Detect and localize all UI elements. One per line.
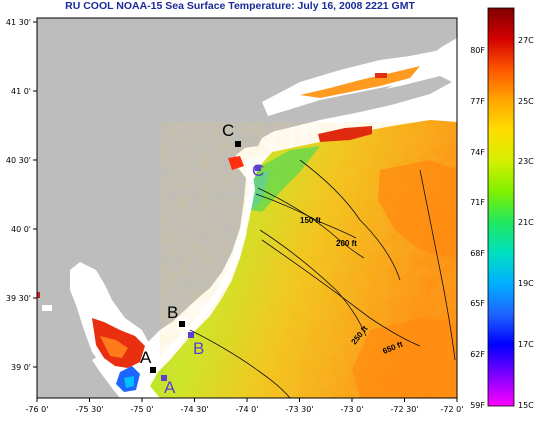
station-a-blue-label: A: [164, 378, 176, 397]
colorbar-f-label: 68F: [470, 249, 485, 258]
lon-label: -74 30': [181, 405, 209, 414]
lon-label: -73 30': [286, 405, 314, 414]
station-a-black-marker: [150, 367, 156, 373]
colorbar-c-label: 21C: [518, 218, 534, 227]
isobath-lines: [189, 159, 456, 398]
lat-label: 41 30': [6, 18, 31, 27]
colorbar-c-label: 17C: [518, 340, 534, 349]
lat-ticks: [33, 21, 37, 368]
lon-label: -72 30': [391, 405, 419, 414]
colorbar-f-label: 59F: [470, 401, 485, 410]
station-b-blue-marker: [188, 332, 194, 338]
colorbar-c-label: 27C: [518, 36, 534, 45]
map-title: RU COOL NOAA-15 Sea Surface Temperature:…: [65, 0, 415, 12]
lon-label: -75 30': [76, 405, 104, 414]
sound-sst: [300, 66, 420, 98]
station-b-black-marker: [179, 321, 185, 327]
colorbar-f-label: 80F: [470, 46, 485, 55]
station-c-black-marker: [235, 141, 241, 147]
station-c-blue-label: C: [252, 161, 264, 180]
station-a-blue-marker: [161, 375, 167, 381]
colorbar-c-label: 15C: [518, 401, 534, 410]
colorbar-f-label: 74F: [470, 148, 485, 157]
station-a-black-label: A: [140, 348, 152, 367]
colorbar-f-label: 77F: [470, 97, 485, 106]
lon-ticks: [36, 398, 458, 402]
lon-label: -74 0': [236, 405, 259, 414]
long-island: [260, 76, 452, 134]
lat-label: 39 30': [6, 294, 31, 303]
isobath-label-200: 200 ft: [336, 239, 357, 248]
station-c-black-label: C: [222, 121, 234, 140]
colorbar-f-label: 65F: [470, 299, 485, 308]
colorbar-c-label: 25C: [518, 97, 534, 106]
colorbar-c-label: 19C: [518, 279, 534, 288]
lat-label: 40 0': [11, 225, 31, 234]
lon-label: -76 0': [26, 405, 49, 414]
station-c-blue-marker: [255, 165, 261, 171]
station-b-blue-label: B: [193, 339, 204, 358]
colorbar-f-label: 71F: [470, 198, 485, 207]
lon-label: -73 0': [341, 405, 364, 414]
lat-label: 39 0': [11, 363, 31, 372]
lat-label: 41 0': [11, 87, 31, 96]
colorbar-c-label: 23C: [518, 157, 534, 166]
colorbar-f-label: 62F: [470, 350, 485, 359]
station-b-black-label: B: [167, 303, 178, 322]
lon-label: -72 0': [441, 405, 464, 414]
colorbar-gradient: [487, 7, 515, 407]
lat-label: 40 30': [6, 156, 31, 165]
isobath-label-150: 150 ft: [300, 216, 321, 225]
lon-label: -75 0': [131, 405, 154, 414]
